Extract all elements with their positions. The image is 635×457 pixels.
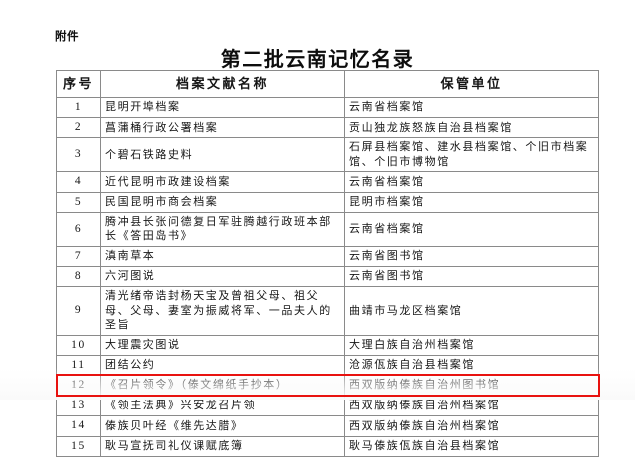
table-row: 11 团结公约 沧源佤族自治县档案馆 bbox=[56, 354, 599, 376]
cell-archive-name: 个碧石铁路史料 bbox=[100, 137, 345, 173]
cell-custodian: 西双版纳傣族自治州档案馆 bbox=[344, 415, 599, 437]
cell-archive-name: 耿马宣抚司礼仪课赋底簿 bbox=[100, 435, 345, 457]
cell-archive-name: 六河图说 bbox=[100, 265, 345, 288]
attachment-label: 附件 bbox=[55, 31, 79, 43]
column-header-index: 序号 bbox=[56, 70, 101, 98]
cell-index: 13 bbox=[56, 395, 101, 417]
cell-archive-name: 《召片领令》（傣文绵纸手抄本） bbox=[100, 374, 345, 397]
page-title: 第二批云南记忆名录 bbox=[220, 49, 415, 71]
cell-custodian: 云南省档案馆 bbox=[344, 171, 599, 193]
cell-index: 8 bbox=[56, 265, 101, 288]
cell-index: 14 bbox=[56, 415, 101, 437]
memory-list-table: 序号 档案文献名称 保管单位 1 昆明开埠档案 云南省档案馆 2 菖蒲桶行政公署档案 贡山… bbox=[56, 70, 599, 457]
memory-list-table-wrapper: 序号 档案文献名称 保管单位 1 昆明开埠档案 云南省档案馆 2 菖蒲桶行政公署档案 贡山… bbox=[56, 70, 599, 457]
table-row: 9 清光绪帝诰封杨天宝及曾祖父母、祖父母、父母、妻室为振威将军、一品夫人的圣旨 曲靖… bbox=[56, 286, 599, 336]
cell-custodian: 云南省图书馆 bbox=[344, 245, 599, 267]
cell-archive-name: 团结公约 bbox=[100, 354, 345, 376]
table-body: 1 昆明开埠档案 云南省档案馆 2 菖蒲桶行政公署档案 贡山独龙族怒族自治县档案馆 3 个碧石… bbox=[56, 96, 599, 457]
cell-archive-name: 《领主法典》兴安龙召片领 bbox=[100, 395, 345, 417]
cell-custodian: 西双版纳傣族自治州图书馆 bbox=[344, 374, 599, 397]
table-header: 序号 档案文献名称 保管单位 bbox=[56, 70, 599, 98]
table-row: 3 个碧石铁路史料 石屏县档案馆、建水县档案馆、个旧市档案馆、个旧市博物馆 bbox=[56, 137, 599, 173]
cell-custodian: 昆明市档案馆 bbox=[344, 191, 599, 213]
cell-index: 5 bbox=[56, 191, 101, 213]
table-row: 10 大理震灾图说 大理白族自治州档案馆 bbox=[56, 334, 599, 356]
table-row: 4 近代昆明市政建设档案 云南省档案馆 bbox=[56, 171, 599, 193]
cell-archive-name: 腾冲县长张问德复日军驻腾越行政班本部长《答田岛书》 bbox=[100, 211, 345, 247]
cell-index: 11 bbox=[56, 354, 101, 376]
cell-archive-name: 滇南草本 bbox=[100, 245, 345, 267]
cell-archive-name: 大理震灾图说 bbox=[100, 334, 345, 356]
cell-custodian: 大理白族自治州档案馆 bbox=[344, 334, 599, 356]
table-row: 15 耿马宣抚司礼仪课赋底簿 耿马傣族佤族自治县档案馆 bbox=[56, 435, 599, 457]
cell-archive-name: 民国昆明市商会档案 bbox=[100, 191, 345, 213]
cell-archive-name: 昆明开埠档案 bbox=[100, 96, 345, 119]
cell-archive-name: 近代昆明市政建设档案 bbox=[100, 171, 345, 193]
table-row: 1 昆明开埠档案 云南省档案馆 bbox=[56, 96, 599, 119]
cell-custodian: 石屏县档案馆、建水县档案馆、个旧市档案馆、个旧市博物馆 bbox=[344, 137, 599, 173]
cell-custodian: 云南省档案馆 bbox=[344, 211, 599, 247]
table-row: 8 六河图说 云南省图书馆 bbox=[56, 265, 599, 288]
cell-index: 15 bbox=[56, 435, 101, 457]
cell-custodian: 贡山独龙族怒族自治县档案馆 bbox=[344, 117, 599, 139]
table-row: 7 滇南草本 云南省图书馆 bbox=[56, 245, 599, 267]
cell-index: 6 bbox=[56, 211, 101, 247]
cell-index: 3 bbox=[56, 137, 101, 173]
cell-index: 9 bbox=[56, 286, 101, 336]
cell-custodian: 沧源佤族自治县档案馆 bbox=[344, 354, 599, 376]
cell-custodian: 云南省档案馆 bbox=[344, 96, 599, 119]
table-header-row: 序号 档案文献名称 保管单位 bbox=[56, 70, 599, 98]
cell-archive-name: 傣族贝叶经《维先达腊》 bbox=[100, 415, 345, 437]
cell-archive-name: 清光绪帝诰封杨天宝及曾祖父母、祖父母、父母、妻室为振威将军、一品夫人的圣旨 bbox=[100, 286, 345, 336]
table-row: 14 傣族贝叶经《维先达腊》 西双版纳傣族自治州档案馆 bbox=[56, 415, 599, 437]
cell-index: 1 bbox=[56, 96, 101, 119]
table-row: 12 《召片领令》（傣文绵纸手抄本） 西双版纳傣族自治州图书馆 bbox=[56, 374, 599, 397]
column-header-custodian: 保管单位 bbox=[344, 70, 599, 98]
table-row: 13 《领主法典》兴安龙召片领 西双版纳傣族自治州档案馆 bbox=[56, 395, 599, 417]
table-row: 2 菖蒲桶行政公署档案 贡山独龙族怒族自治县档案馆 bbox=[56, 117, 599, 139]
cell-index: 7 bbox=[56, 245, 101, 267]
cell-index: 4 bbox=[56, 171, 101, 193]
cell-custodian: 云南省图书馆 bbox=[344, 265, 599, 288]
cell-index: 12 bbox=[56, 374, 101, 397]
cell-index: 10 bbox=[56, 334, 101, 356]
cell-custodian: 西双版纳傣族自治州档案馆 bbox=[344, 395, 599, 417]
table-row: 6 腾冲县长张问德复日军驻腾越行政班本部长《答田岛书》 云南省档案馆 bbox=[56, 211, 599, 247]
column-header-name: 档案文献名称 bbox=[100, 70, 345, 98]
cell-archive-name: 菖蒲桶行政公署档案 bbox=[100, 117, 345, 139]
cell-custodian: 耿马傣族佤族自治县档案馆 bbox=[344, 435, 599, 457]
table-row: 5 民国昆明市商会档案 昆明市档案馆 bbox=[56, 191, 599, 213]
cell-index: 2 bbox=[56, 117, 101, 139]
cell-custodian: 曲靖市马龙区档案馆 bbox=[344, 286, 599, 336]
